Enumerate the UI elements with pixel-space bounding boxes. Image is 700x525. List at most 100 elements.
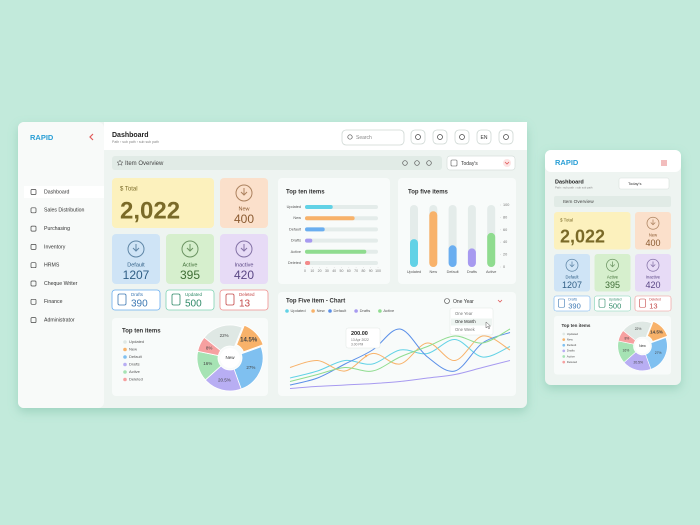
language: EN (481, 135, 488, 141)
legend-label: Updated (291, 308, 306, 313)
card-icon (240, 188, 248, 196)
chevron-bg (503, 159, 511, 167)
menu-item[interactable]: Inventory (44, 244, 66, 250)
donut-chart: Top ten itemsUpdatedNewDefaultDraftsActi… (554, 316, 671, 375)
dropdown-option[interactable]: One Year (455, 311, 473, 316)
menu-item[interactable]: Sales Distribution (44, 208, 84, 214)
menu-icon (30, 280, 37, 287)
card-icon (646, 258, 660, 272)
x-tick-label: 90 (369, 269, 373, 273)
header-icon (437, 134, 443, 140)
menu-item[interactable]: Dashboard (44, 189, 69, 195)
card-icon (606, 258, 619, 272)
legend-label: Default (129, 354, 143, 359)
card-value: 400 (234, 212, 254, 226)
bar (305, 227, 325, 232)
option-hover (451, 318, 492, 326)
desktop-window: RAPID Dashboard Sales Distribution Purchasi… (18, 122, 527, 408)
donut-slice (622, 320, 653, 341)
card-value: 395 (605, 280, 620, 290)
card-icon (609, 261, 616, 268)
mini-card-icon (171, 293, 181, 306)
dropdown-option[interactable]: One Week (455, 327, 476, 332)
stat-card (554, 254, 590, 292)
legend-label: Default (334, 308, 348, 313)
slice-label: 27% (246, 365, 255, 370)
bar-track (305, 238, 378, 243)
menu-icon (30, 262, 37, 269)
tooltip-value: 200.00 (351, 331, 368, 337)
search-box[interactable] (341, 129, 405, 146)
menu-item[interactable]: HRMS (44, 263, 60, 269)
header-icon (459, 134, 465, 140)
legend-swatch (562, 360, 566, 364)
clock-icon (444, 298, 450, 304)
legend-label: Deleted (567, 360, 578, 364)
mini-card-icon (558, 298, 565, 308)
x-tick-label: 70 (354, 269, 358, 273)
header-button[interactable] (476, 129, 492, 145)
x-tick-label: 60 (347, 269, 351, 273)
toolbar-icon[interactable] (414, 160, 420, 166)
mini-card-label: Deleted (649, 298, 661, 302)
x-tick-label: 40 (332, 269, 336, 273)
legend-swatch (562, 343, 566, 347)
legend-swatch (562, 332, 566, 336)
x-tick-label: Updated (407, 270, 421, 274)
y-tick-label: Active (291, 250, 301, 254)
header-button[interactable] (454, 129, 470, 145)
stat-card (166, 234, 214, 284)
slice-label: 14.5% (240, 337, 258, 343)
header-button[interactable] (432, 129, 448, 145)
legend-swatch (123, 370, 127, 374)
menu-item[interactable]: Cheque Writer (44, 281, 78, 287)
y-tick-label: 80 (503, 215, 507, 219)
legend-label: Active (129, 369, 141, 374)
stat-card (635, 212, 671, 250)
series-line (289, 360, 511, 389)
card-icon (565, 258, 579, 272)
menu-item[interactable]: Finance (44, 299, 63, 305)
section-bar (112, 156, 442, 170)
header-button[interactable] (498, 129, 514, 145)
chevron (497, 299, 503, 303)
legend-label: Active (567, 354, 576, 358)
toolbar-icon[interactable] (426, 160, 432, 166)
header-button[interactable] (410, 129, 426, 145)
collapse-button[interactable] (89, 133, 94, 141)
menu-icon (30, 317, 37, 323)
period-select[interactable]: One Year (453, 299, 474, 305)
bar (305, 249, 367, 254)
donut-slice (197, 336, 222, 357)
y-tick-label: 0 (503, 265, 505, 269)
period-select[interactable] (446, 155, 516, 171)
period-select[interactable] (618, 177, 670, 190)
stat-card (220, 234, 268, 284)
legend-swatch (378, 309, 382, 313)
tooltip (345, 327, 381, 349)
chart-card (398, 178, 516, 284)
bar (305, 238, 313, 243)
donut-center-label: New (225, 355, 235, 360)
mini-card-label: Drafts (568, 298, 577, 302)
y-tick-label: 100 (503, 203, 509, 207)
series-line (289, 338, 511, 379)
y-tick-label: Default (289, 227, 302, 231)
tooltip-date: 13 Apr 2022 (351, 338, 369, 342)
menu-item[interactable]: Administrator (44, 317, 75, 323)
menu-icon (30, 207, 37, 214)
dropdown-option[interactable]: One Month (455, 319, 476, 324)
legend-label: New (317, 308, 325, 313)
x-tick-label: Active (486, 270, 496, 274)
chevron (504, 161, 510, 165)
toolbar-icon[interactable] (402, 160, 408, 166)
card-label: Default (565, 274, 579, 279)
y-tick-label: Updated (287, 205, 301, 209)
donut-slice (647, 321, 668, 342)
slice-label: 8% (206, 345, 213, 350)
menu-item[interactable]: Purchasing (44, 226, 70, 232)
breadcrumb: Path › sub path › sub sub path (112, 140, 159, 144)
bar (467, 248, 476, 267)
